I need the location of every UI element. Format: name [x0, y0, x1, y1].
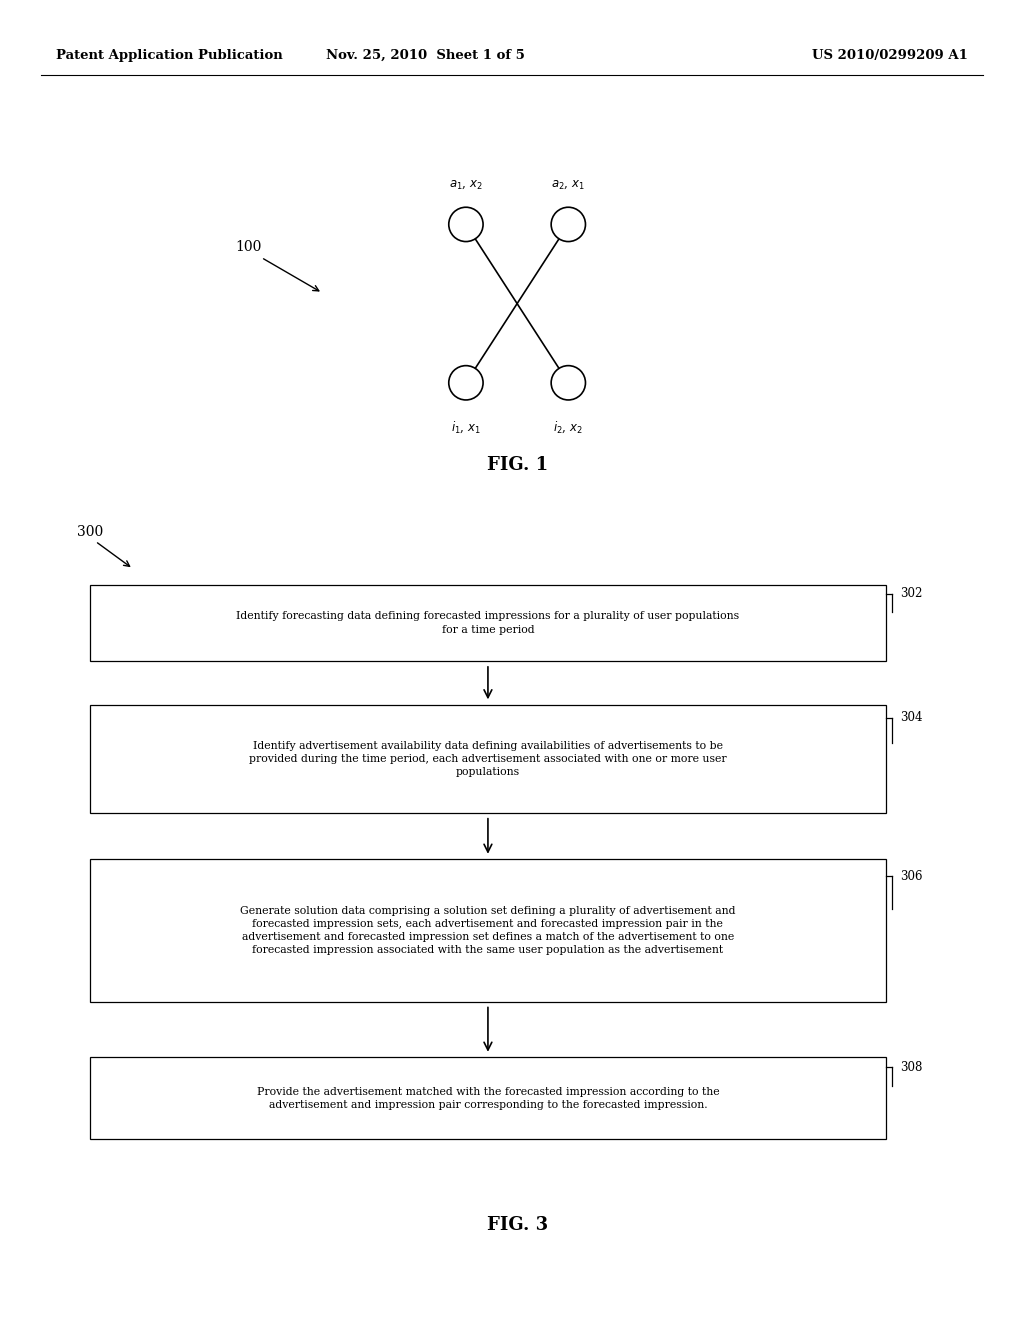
Text: $i_1$, $x_1$: $i_1$, $x_1$ — [451, 420, 481, 436]
Bar — [90, 585, 886, 661]
Bar — [90, 1057, 886, 1139]
Text: Nov. 25, 2010  Sheet 1 of 5: Nov. 25, 2010 Sheet 1 of 5 — [326, 49, 524, 62]
Text: Patent Application Publication: Patent Application Publication — [56, 49, 283, 62]
Ellipse shape — [449, 366, 483, 400]
Text: $a_1$, $x_2$: $a_1$, $x_2$ — [450, 178, 482, 191]
Text: 302: 302 — [900, 587, 923, 601]
Text: FIG. 3: FIG. 3 — [486, 1216, 548, 1234]
Text: 100: 100 — [236, 240, 262, 253]
Text: FIG. 1: FIG. 1 — [486, 455, 548, 474]
Text: $i_2$, $x_2$: $i_2$, $x_2$ — [553, 420, 584, 436]
Text: 306: 306 — [900, 870, 923, 883]
Text: $a_2$, $x_1$: $a_2$, $x_1$ — [552, 178, 585, 191]
Ellipse shape — [449, 207, 483, 242]
Text: 300: 300 — [77, 525, 103, 539]
Bar — [90, 859, 886, 1002]
Ellipse shape — [551, 366, 586, 400]
Text: Identify forecasting data defining forecasted impressions for a plurality of use: Identify forecasting data defining forec… — [237, 611, 739, 635]
Text: Provide the advertisement matched with the forecasted impression according to th: Provide the advertisement matched with t… — [257, 1086, 719, 1110]
Text: 304: 304 — [900, 711, 923, 725]
Text: Identify advertisement availability data defining availabilities of advertisemen: Identify advertisement availability data… — [249, 741, 727, 777]
Bar — [90, 705, 886, 813]
Text: Generate solution data comprising a solution set defining a plurality of adverti: Generate solution data comprising a solu… — [241, 906, 735, 956]
Text: US 2010/0299209 A1: US 2010/0299209 A1 — [812, 49, 968, 62]
Text: 308: 308 — [900, 1061, 923, 1073]
Ellipse shape — [551, 207, 586, 242]
